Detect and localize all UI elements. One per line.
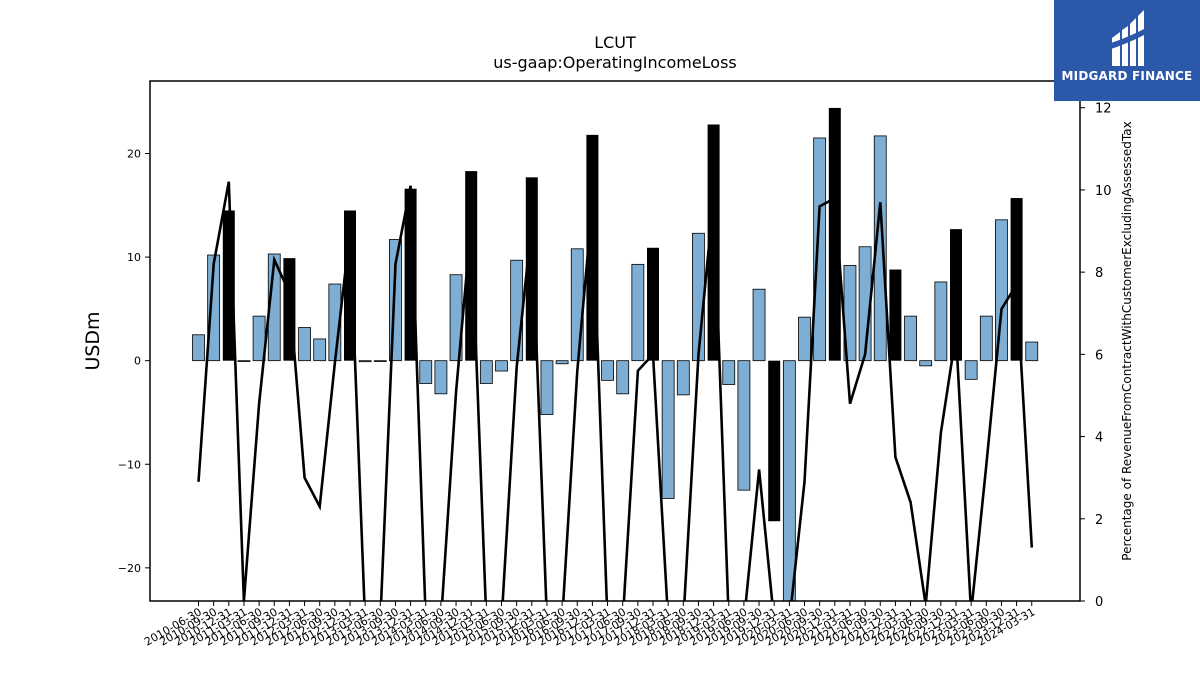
bar [722,360,736,385]
bar [495,360,508,372]
bar [358,360,372,363]
bar [404,188,417,361]
y2-tick-label: 8 [1095,266,1103,281]
bar [950,229,962,361]
bar [616,360,630,395]
bar [798,316,811,362]
bar [373,360,387,362]
bar [873,135,887,362]
bar [919,360,933,367]
bar [768,360,781,522]
bar [479,360,493,384]
bar [782,360,796,601]
y-tick-label: 20 [127,148,141,161]
bar [313,338,327,362]
plot-frame [149,80,1081,602]
bar [964,360,978,380]
bar [237,360,251,362]
bar [904,315,917,362]
bar [934,281,948,362]
bar [434,360,448,395]
bar [510,259,524,362]
series-line [197,181,1034,601]
y2-tick-label: 10 [1095,184,1112,199]
bar [631,263,645,362]
y-axis-label: USDm [82,311,104,370]
chart-subtitle: us-gaap:OperatingIncomeLoss [493,53,737,72]
y2-tick-label: 2 [1095,513,1103,528]
line-series [197,181,1034,601]
bar [207,254,221,362]
brand-logo: MIDGARD FINANCE [1054,0,1200,101]
y2-axis-label: Percentage of RevenueFromContractWithCus… [1120,121,1134,560]
y2-tick-label: 4 [1095,431,1103,446]
bar [813,137,827,362]
bar [601,360,614,381]
bar [540,360,554,415]
logo-text: MIDGARD FINANCE [1061,69,1193,83]
bar [555,360,569,365]
bar [647,247,659,361]
bar [737,360,751,491]
y-tick-label: 0 [134,355,141,368]
y2-tick-label: 12 [1095,102,1112,117]
bar [570,248,584,362]
y2-tick-label: 6 [1095,348,1103,363]
y-tick-label: 10 [127,251,141,264]
axes: −20−10010200246810122010-06-302010-09-30… [118,80,1112,649]
bar [676,360,690,396]
bar [298,327,311,362]
chart-title: LCUT [594,33,636,52]
y-tick-label: −10 [118,458,141,471]
bar [1025,341,1039,362]
bar-series [192,107,1039,601]
y2-tick-label: 0 [1095,595,1103,610]
bar [889,269,902,361]
bar [192,334,205,362]
bar [979,315,993,362]
bar [752,288,766,362]
y-tick-label: −20 [118,562,141,575]
bar [419,360,433,384]
bar [995,219,1008,362]
bar [828,107,841,361]
bar [661,360,675,499]
logo-mark-icon [1108,10,1146,66]
